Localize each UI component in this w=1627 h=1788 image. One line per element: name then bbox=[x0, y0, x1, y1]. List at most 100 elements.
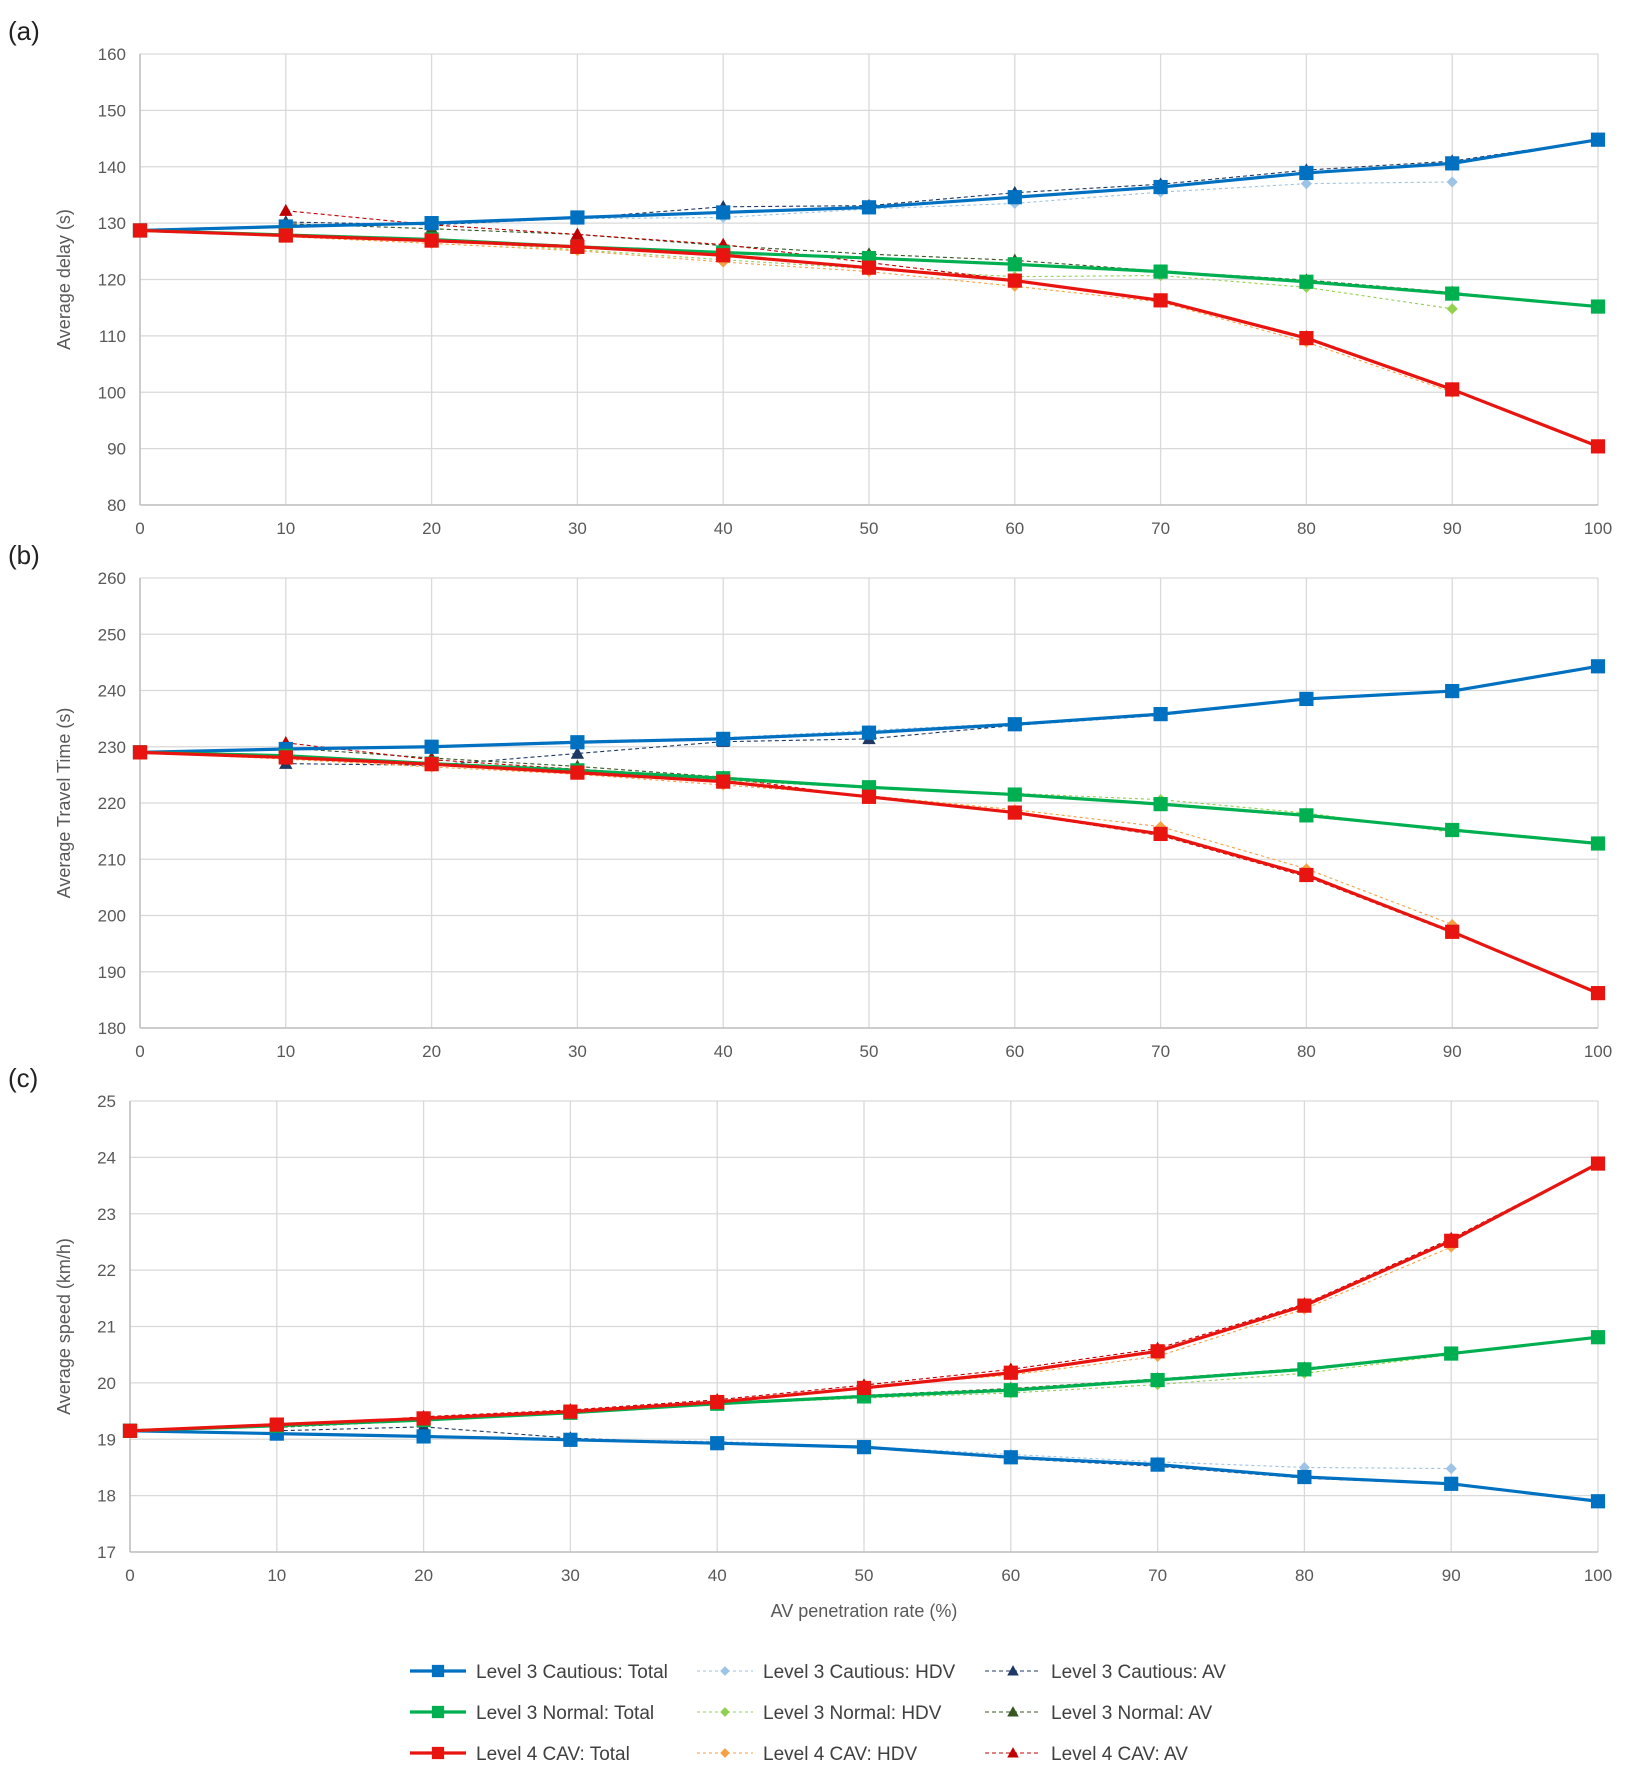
x-tick-label: 20 bbox=[422, 519, 441, 538]
legend-swatch-marker bbox=[1007, 1706, 1019, 1717]
y-tick-label: 160 bbox=[98, 45, 126, 64]
y-tick-label: 120 bbox=[98, 271, 126, 290]
data-point bbox=[269, 1417, 284, 1432]
series-level-3-cautious-av bbox=[279, 659, 1605, 771]
x-tick-label: 90 bbox=[1442, 1566, 1461, 1585]
data-point bbox=[1007, 805, 1022, 820]
y-tick-label: 240 bbox=[98, 682, 126, 701]
x-axis-title: AV penetration rate (%) bbox=[771, 1601, 958, 1621]
x-tick-label: 20 bbox=[414, 1566, 433, 1585]
data-point bbox=[570, 210, 585, 225]
series-line bbox=[285, 223, 1599, 308]
y-axis-title: Average speed (km/h) bbox=[54, 1238, 74, 1415]
series-level-4-cav-av bbox=[270, 1156, 1605, 1433]
y-tick-label: 100 bbox=[98, 383, 126, 402]
data-point bbox=[1150, 1344, 1165, 1359]
y-tick-label: 250 bbox=[98, 625, 126, 644]
legend-item-level-4-cav-av: Level 4 CAV: AV bbox=[985, 1744, 1188, 1765]
data-point bbox=[861, 789, 877, 804]
legend-swatch-marker bbox=[431, 1664, 445, 1678]
y-tick-label: 140 bbox=[98, 158, 126, 177]
legend-item-level-3-cautious-total: Level 3 Cautious: Total bbox=[410, 1662, 668, 1683]
data-point bbox=[1150, 1457, 1165, 1472]
data-point bbox=[1003, 1450, 1018, 1465]
legend-item-level-3-normal-total: Level 3 Normal: Total bbox=[410, 1703, 654, 1724]
data-point bbox=[416, 1429, 431, 1444]
y-tick-label: 20 bbox=[97, 1374, 116, 1393]
data-point bbox=[416, 1411, 431, 1426]
data-point bbox=[1445, 924, 1460, 939]
data-point bbox=[1297, 1298, 1312, 1313]
legend-swatch-marker bbox=[720, 1666, 730, 1676]
panel-label: (c) bbox=[8, 1063, 38, 1093]
y-tick-label: 25 bbox=[97, 1092, 116, 1111]
legend-item-level-3-normal-hdv: Level 3 Normal: HDV bbox=[697, 1703, 942, 1724]
data-point bbox=[1590, 659, 1606, 674]
y-tick-label: 80 bbox=[107, 496, 126, 515]
x-tick-label: 10 bbox=[267, 1566, 286, 1585]
data-point bbox=[1297, 1362, 1312, 1377]
x-tick-label: 20 bbox=[422, 1042, 441, 1061]
x-tick-label: 50 bbox=[860, 1042, 879, 1061]
data-point bbox=[1297, 1469, 1312, 1485]
y-tick-label: 17 bbox=[97, 1543, 116, 1562]
data-point bbox=[278, 750, 293, 765]
data-point bbox=[563, 1404, 578, 1419]
data-point bbox=[1007, 273, 1022, 288]
data-point bbox=[424, 757, 439, 772]
series-line bbox=[276, 1163, 1599, 1428]
series-level-4-cav-total bbox=[132, 745, 1606, 1001]
data-point bbox=[1590, 299, 1606, 314]
series-line bbox=[139, 229, 1453, 393]
legend-item-level-3-normal-av: Level 3 Normal: AV bbox=[985, 1703, 1213, 1724]
x-tick-label: 60 bbox=[1005, 1042, 1024, 1061]
series-line bbox=[129, 1430, 1452, 1470]
series-level-3-cautious-av bbox=[279, 132, 1605, 231]
data-point bbox=[1007, 257, 1022, 272]
x-tick-label: 10 bbox=[276, 519, 295, 538]
data-point bbox=[1445, 822, 1460, 838]
series-line bbox=[285, 665, 1599, 766]
series-level-4-cav-hdv bbox=[124, 1241, 1457, 1437]
data-point bbox=[1590, 1156, 1606, 1171]
legend-item-level-4-cav-total: Level 4 CAV: Total bbox=[410, 1744, 630, 1765]
data-point bbox=[1003, 1365, 1018, 1380]
legend-label: Level 3 Cautious: HDV bbox=[763, 1662, 956, 1683]
data-point bbox=[1590, 132, 1606, 147]
legend-label: Level 3 Cautious: AV bbox=[1051, 1662, 1226, 1683]
y-tick-label: 24 bbox=[97, 1148, 116, 1167]
legend-label: Level 3 Normal: Total bbox=[476, 1703, 654, 1724]
data-point bbox=[1446, 176, 1458, 188]
legend-label: Level 3 Cautious: Total bbox=[476, 1662, 668, 1683]
data-point bbox=[1445, 683, 1460, 699]
panel-label: (a) bbox=[8, 16, 40, 46]
data-point bbox=[570, 746, 585, 759]
data-point bbox=[279, 203, 293, 216]
data-point bbox=[856, 1440, 872, 1455]
legend-item-level-4-cav-hdv: Level 4 CAV: HDV bbox=[697, 1744, 917, 1765]
data-point bbox=[1299, 331, 1314, 346]
data-point bbox=[563, 1432, 578, 1447]
y-axis-title: Average Travel Time (s) bbox=[54, 708, 74, 899]
data-point bbox=[861, 200, 877, 215]
data-point bbox=[1444, 1476, 1459, 1491]
data-point bbox=[1445, 156, 1460, 171]
data-point bbox=[570, 227, 585, 240]
data-point bbox=[1445, 382, 1460, 397]
y-tick-label: 180 bbox=[98, 1019, 126, 1038]
data-point bbox=[1444, 1233, 1459, 1248]
y-tick-label: 200 bbox=[98, 907, 126, 926]
legend-swatch-marker bbox=[1007, 1665, 1019, 1676]
data-point bbox=[1153, 826, 1168, 842]
data-point bbox=[570, 765, 585, 780]
x-tick-label: 0 bbox=[135, 519, 144, 538]
series-line bbox=[139, 689, 1453, 753]
data-point bbox=[1444, 1346, 1459, 1361]
y-tick-label: 21 bbox=[97, 1318, 116, 1337]
gridlines bbox=[129, 1100, 1599, 1553]
panel-b-travel-time-chart: (b) 180 190 200 210 220 230 240 250 260 0 10 20 30 40 5… bbox=[8, 540, 1612, 1061]
data-point bbox=[424, 216, 439, 231]
x-tick-label: 70 bbox=[1148, 1566, 1167, 1585]
data-point bbox=[1153, 264, 1168, 279]
legend-label: Level 3 Normal: HDV bbox=[763, 1703, 942, 1724]
